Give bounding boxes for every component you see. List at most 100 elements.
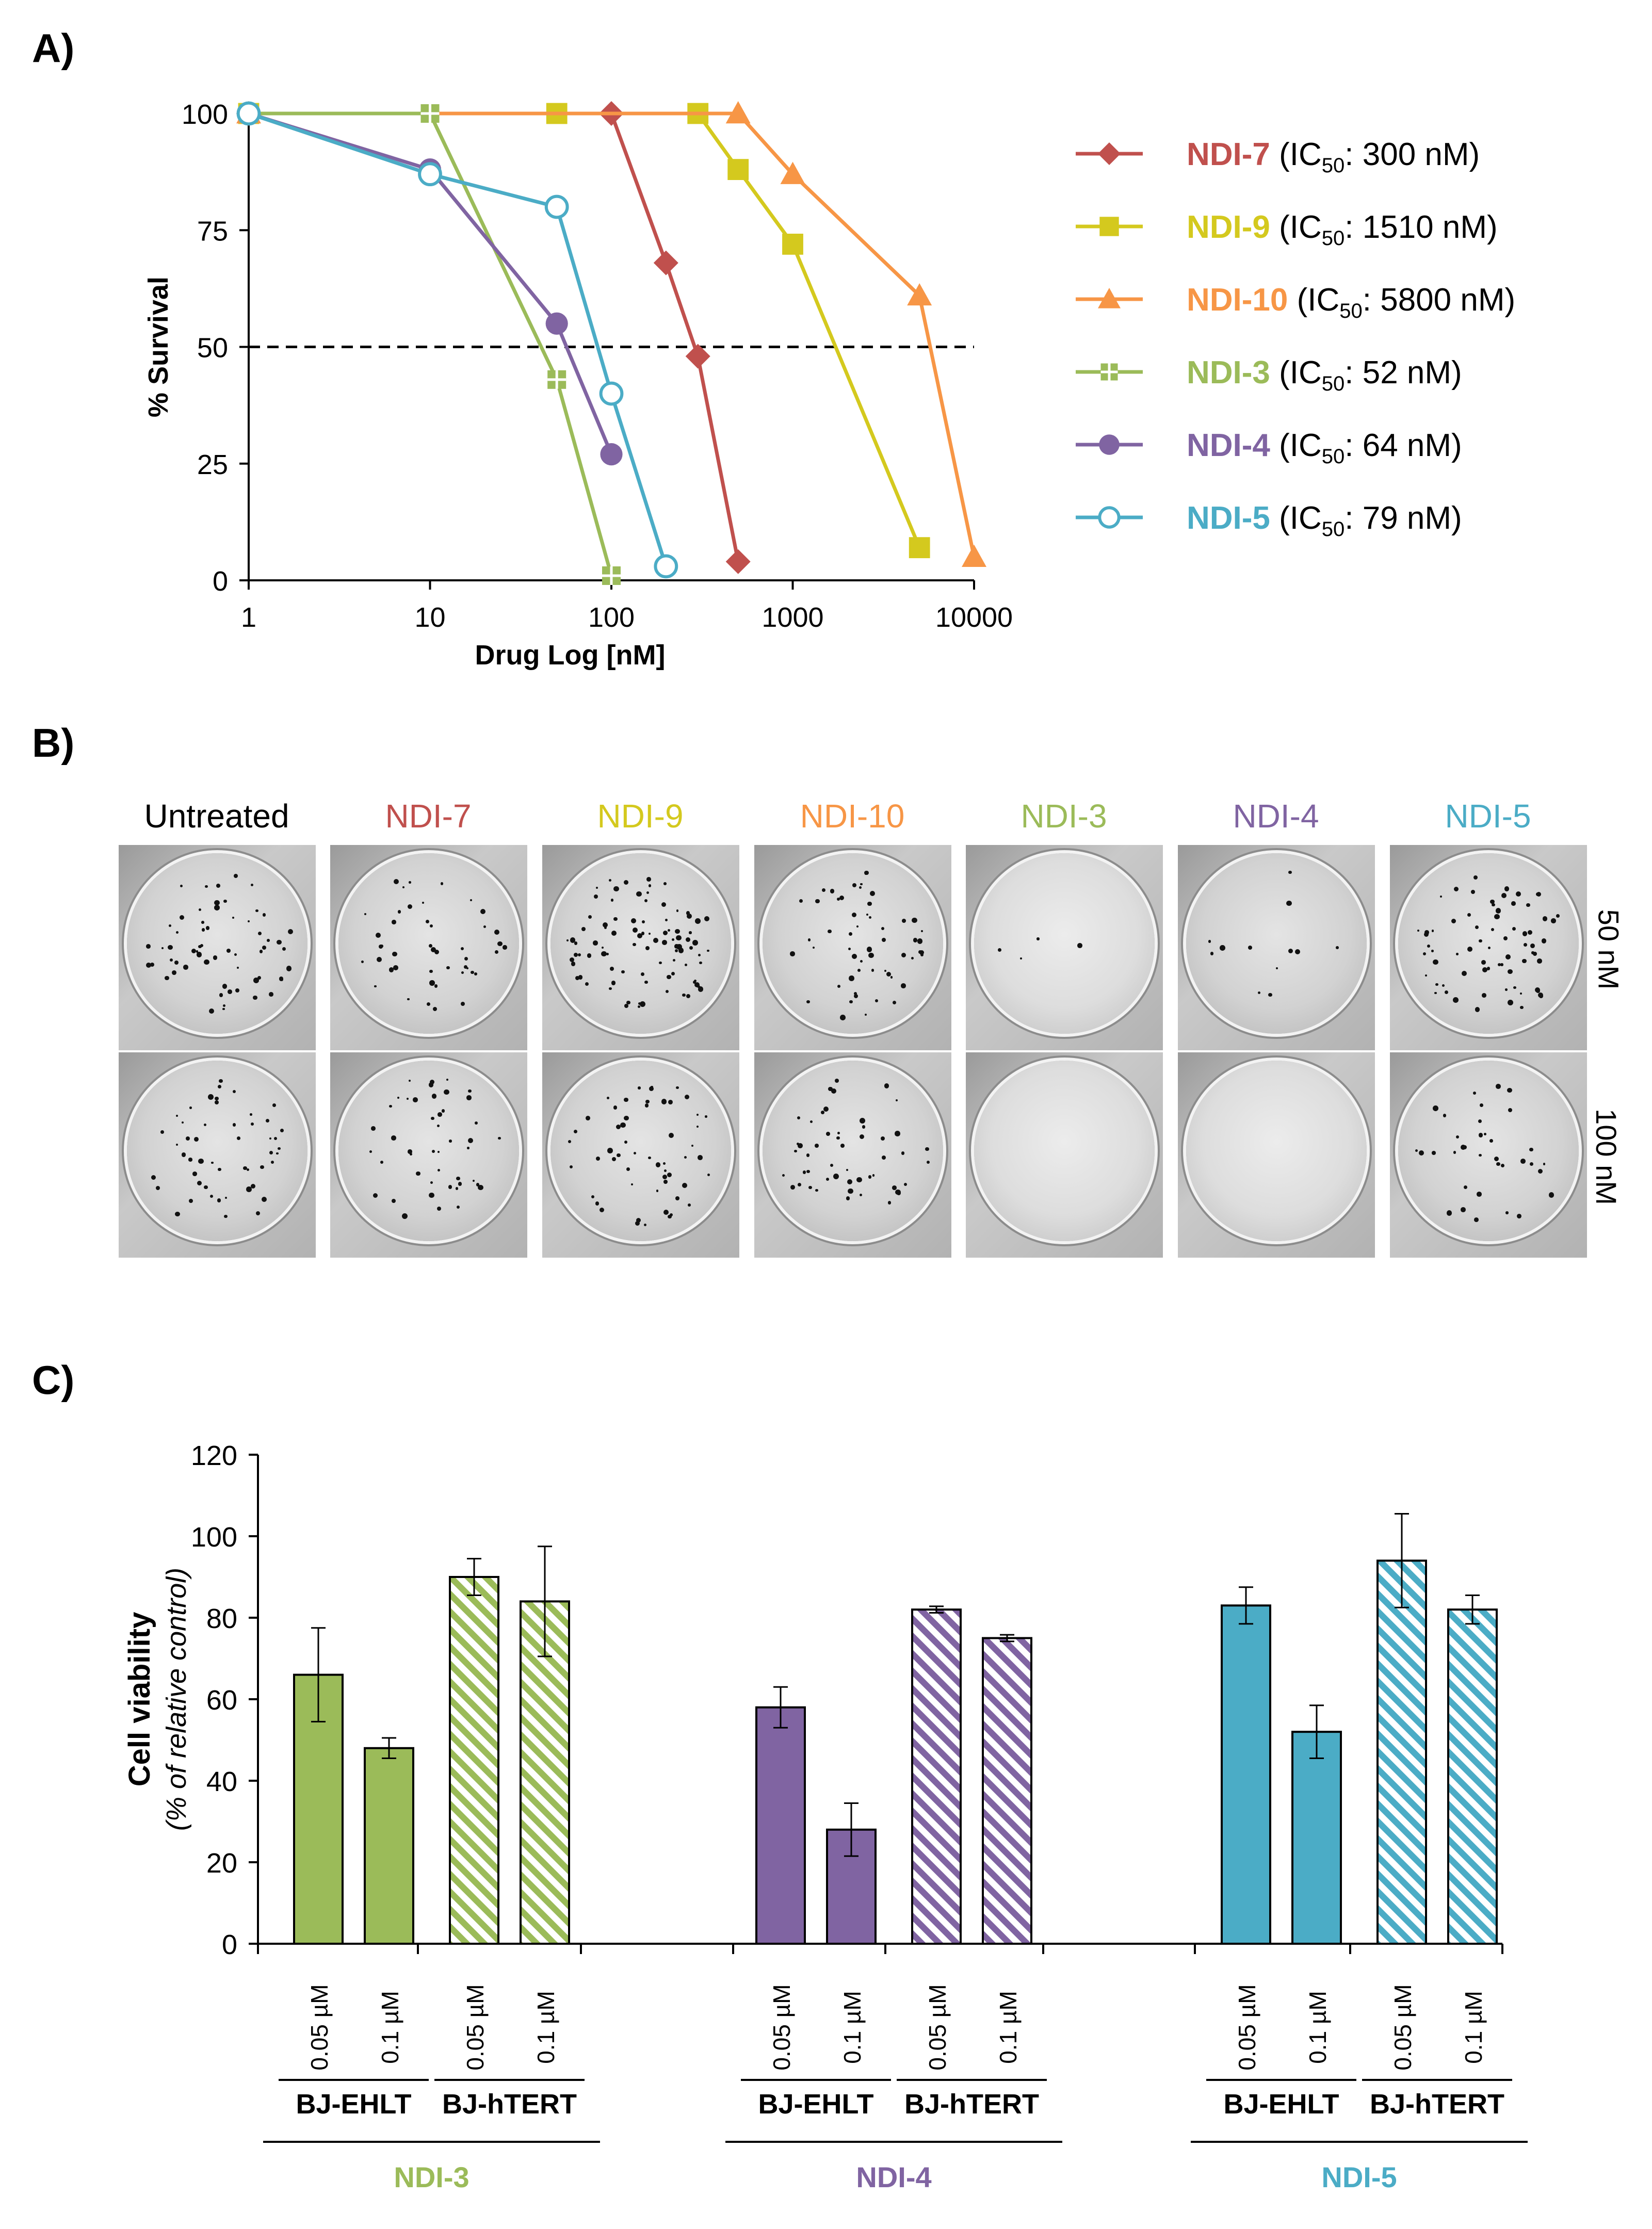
colony-dot [1508,1108,1513,1112]
plate-well [338,1061,519,1241]
legend-ic50-prefix: (IC [1270,428,1322,463]
bar-ndi-3 [520,1600,570,1945]
colony-dot [641,972,645,977]
data-point-ndi-5 [544,194,569,219]
colony-dot [257,976,261,980]
data-point-ndi-7 [725,549,751,574]
colony-dot [1422,952,1427,956]
colony-dot [684,1156,687,1159]
colony-dot [641,920,645,924]
colony-dot [175,1143,178,1146]
colony-dot [1425,974,1428,977]
colony-dot [246,1186,252,1192]
colony-dot [430,947,436,952]
colony-dot [1439,895,1443,898]
colony-dot [676,935,682,941]
legend-label: NDI-5 (IC50: 79 nM) [1187,500,1462,541]
colony-dot [663,1210,669,1215]
colony-dot [613,886,619,891]
colony-dot [826,1131,831,1136]
colony-dot [272,1103,276,1107]
y-tick-label: 20 [206,1848,237,1879]
colony-dot [611,981,616,985]
colony-dot [1479,939,1482,943]
colony-dot [1495,1084,1501,1089]
colony-dot [698,953,701,956]
colony-dot [278,1147,281,1150]
plate-column-title: NDI-9 [597,798,684,835]
colony-dot [859,886,862,889]
colony-dot [1443,1113,1447,1117]
colony-dot [648,1157,651,1160]
bar-ndi-4 [755,1706,806,1945]
colony-dot [1417,929,1420,932]
colony-dot [668,1100,673,1105]
colony-dot [181,1121,184,1124]
colony-plate [754,845,951,1050]
colony-dot [796,1143,799,1146]
colony-dot [895,1131,900,1136]
colony-dot [223,899,227,903]
group-label: NDI-3 [394,2161,469,2193]
colony-dot [431,1094,437,1099]
colony-dot [1541,938,1547,943]
colony-dot [198,945,202,949]
colony-dot [1208,940,1211,943]
colony-dot [397,1096,399,1099]
colony-dot [1520,1159,1526,1164]
colony-dot [200,944,203,948]
colony-dot [880,1136,885,1141]
colony-dot [277,939,282,945]
colony-dot [456,1176,460,1180]
colony-dot [839,895,844,900]
data-point-ndi-4 [545,312,568,335]
colony-dot [574,941,578,945]
colony-dot [213,955,217,960]
colony-dot [1516,1214,1521,1219]
colony-dot [917,938,923,944]
colony-dot [670,1213,673,1216]
colony-dot [853,994,858,999]
colony-dot [480,908,486,914]
colony-dot [406,1097,409,1100]
colony-dot [446,966,450,969]
data-point-ndi-10 [725,101,751,124]
plate-column-title: Untreated [144,798,289,835]
colony-dot [1533,952,1537,956]
x-tick-label: 100 [588,602,635,633]
colony-dot [662,1174,668,1180]
colony-dot [1488,946,1491,949]
legend-entry-ndi-3: NDI-3 (IC50: 52 nM) [1076,355,1462,395]
colony-dot [1526,903,1530,907]
colony-dot [466,967,469,970]
colony-dot [886,972,892,977]
colony-dot [223,1004,226,1007]
colony-dot [429,1082,434,1087]
colony-dot [255,909,258,913]
cell-line-label: BJ-EHLT [1224,2089,1339,2120]
colony-dot [1219,945,1225,951]
colony-dot [498,1136,501,1140]
colony-dot [1501,1164,1505,1168]
colony-dot [151,1175,156,1180]
colony-dot [797,1143,803,1148]
colony-dot [836,897,840,901]
legend-entry-ndi-5: NDI-5 (IC50: 79 nM) [1076,500,1462,541]
dose-tick-label: 0.05 µM [924,1984,951,2070]
colony-dot [253,978,259,984]
colony-dot [1473,875,1478,880]
colony-dot [464,956,468,961]
colony-dot [1470,889,1475,894]
colony-dot [262,945,266,950]
colony-dot [1504,886,1510,891]
data-point-ndi-10 [907,283,932,306]
cell-line-label: BJ-hTERT [442,2089,577,2120]
y-tick-label: 25 [197,449,228,480]
colony-dot [1505,954,1511,960]
plate-well [1186,853,1367,1034]
colony-dot [655,1162,661,1168]
colony-dot [649,933,651,935]
colony-dot [1542,916,1547,921]
colony-dot [259,950,263,953]
plate-well [550,1061,731,1241]
